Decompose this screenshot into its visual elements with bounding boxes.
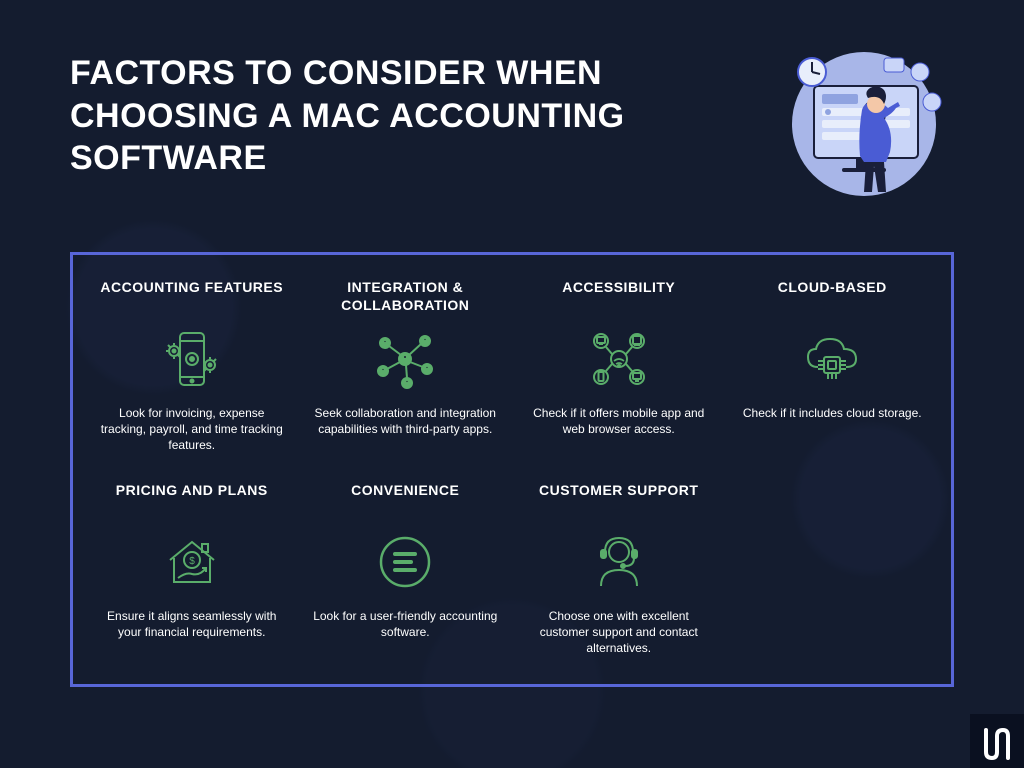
house-dollar-icon: $ xyxy=(160,530,224,594)
cloud-chip-icon xyxy=(800,327,864,391)
network-people-icon xyxy=(373,327,437,391)
page-title: FACTORS TO CONSIDER WHEN CHOOSING A MAC … xyxy=(70,52,710,180)
factors-row-1: ACCOUNTING FEATURES xyxy=(93,279,931,454)
factor-convenience: CONVENIENCE Look for a user-friendly acc… xyxy=(307,482,505,657)
factors-row-2: PRICING AND PLANS $ Ensure it aligns sea… xyxy=(93,482,931,657)
factors-box: ACCOUNTING FEATURES xyxy=(70,252,954,687)
factor-title: INTEGRATION & COLLABORATION xyxy=(307,279,505,315)
factor-title: CUSTOMER SUPPORT xyxy=(539,482,698,518)
factor-title: CONVENIENCE xyxy=(351,482,459,518)
headset-person-icon xyxy=(587,530,651,594)
factor-title: ACCOUNTING FEATURES xyxy=(100,279,283,315)
factor-desc: Check if it offers mobile app and web br… xyxy=(524,405,714,437)
main-container: FACTORS TO CONSIDER WHEN CHOOSING A MAC … xyxy=(0,0,1024,768)
svg-text:$: $ xyxy=(189,556,195,567)
devices-wifi-icon xyxy=(587,327,651,391)
phone-gears-icon xyxy=(160,327,224,391)
header: FACTORS TO CONSIDER WHEN CHOOSING A MAC … xyxy=(70,52,954,204)
factor-accounting-features: ACCOUNTING FEATURES xyxy=(93,279,291,454)
factor-desc: Look for invoicing, expense tracking, pa… xyxy=(97,405,287,454)
factor-desc: Choose one with excellent customer suppo… xyxy=(524,608,714,657)
factor-desc: Ensure it aligns seamlessly with your fi… xyxy=(97,608,287,640)
factor-title: ACCESSIBILITY xyxy=(562,279,675,315)
hero-illustration xyxy=(774,44,954,204)
factor-support: CUSTOMER SUPPORT Choose one with excelle… xyxy=(520,482,718,657)
brand-logo xyxy=(970,714,1024,768)
factor-title: PRICING AND PLANS xyxy=(116,482,268,518)
factor-desc: Look for a user-friendly accounting soft… xyxy=(310,608,500,640)
factor-integration: INTEGRATION & COLLABORATION xyxy=(307,279,505,454)
factor-desc: Seek collaboration and integration capab… xyxy=(310,405,500,437)
factor-pricing: PRICING AND PLANS $ Ensure it aligns sea… xyxy=(93,482,291,657)
factor-title: CLOUD-BASED xyxy=(778,279,887,315)
factor-accessibility: ACCESSIBILITY xyxy=(520,279,718,454)
factor-cloud: CLOUD-BASED Check if it includes cloud s… xyxy=(734,279,932,454)
list-circle-icon xyxy=(373,530,437,594)
factor-desc: Check if it includes cloud storage. xyxy=(743,405,922,421)
